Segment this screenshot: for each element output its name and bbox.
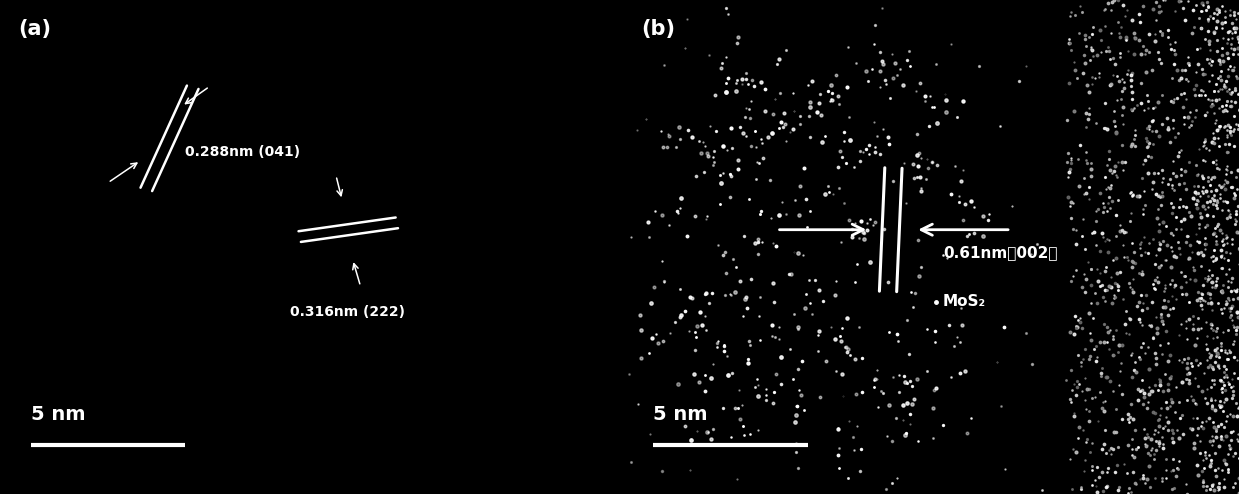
Text: 0.316nm (222): 0.316nm (222) [290, 305, 405, 319]
Text: 0.61nm（002）: 0.61nm（002） [943, 245, 1058, 260]
Text: 0.288nm (041): 0.288nm (041) [185, 145, 300, 159]
Text: 5 nm: 5 nm [31, 405, 85, 424]
Text: (b): (b) [641, 19, 675, 39]
Text: (a): (a) [19, 19, 52, 39]
Text: MoS₂: MoS₂ [943, 294, 986, 309]
Text: 5 nm: 5 nm [653, 405, 707, 424]
